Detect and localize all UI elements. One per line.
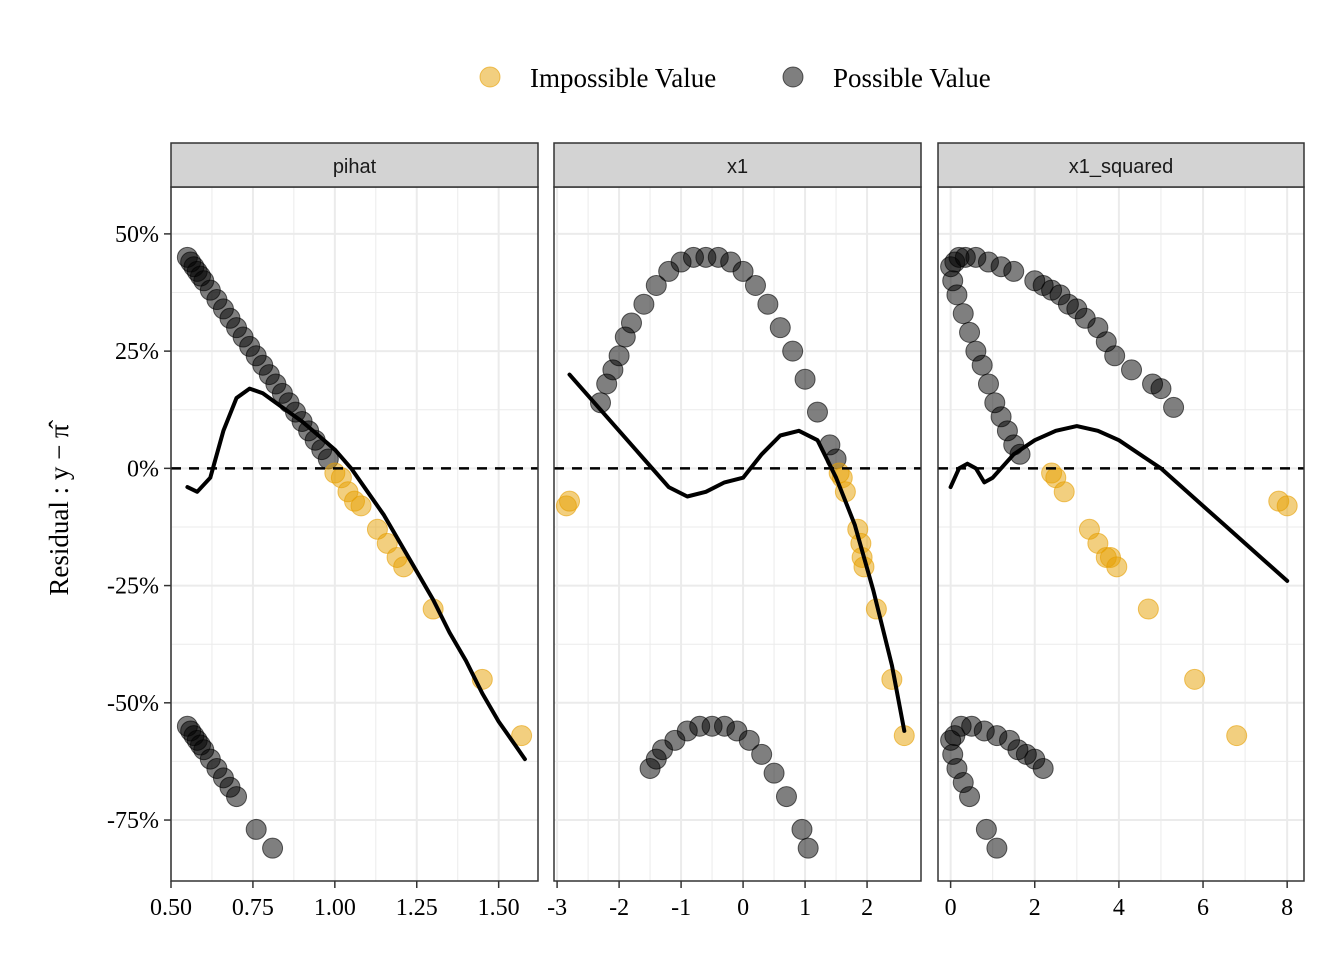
x-tick-label: 2 xyxy=(1029,895,1041,921)
possible-point xyxy=(226,786,248,808)
possible-point xyxy=(763,762,785,784)
possible-point xyxy=(245,818,267,840)
y-tick-label: -50% xyxy=(107,691,159,717)
legend-key-possible xyxy=(782,66,804,88)
possible-point xyxy=(732,260,754,282)
possible-point xyxy=(1003,260,1025,282)
facet-strip xyxy=(170,142,539,188)
y-tick-label: 25% xyxy=(115,339,159,365)
possible-point xyxy=(608,345,630,367)
facet-strip xyxy=(937,142,1305,188)
x-tick-label: 0 xyxy=(945,895,957,921)
possible-point xyxy=(794,368,816,390)
legend: Impossible Value Possible Value xyxy=(479,63,991,93)
x-tick-label: 0.75 xyxy=(232,895,274,921)
legend-key-impossible xyxy=(479,66,501,88)
possible-point xyxy=(986,837,1008,859)
possible-point xyxy=(946,284,968,306)
x-tick-label: 0 xyxy=(737,895,749,921)
facet-strip-label: x1 xyxy=(727,156,748,178)
legend-label-impossible: Impossible Value xyxy=(530,63,716,93)
y-axis-label: Residual : y − π̂ xyxy=(44,419,74,595)
impossible-point xyxy=(1137,598,1159,620)
possible-point xyxy=(782,340,804,362)
legend-label-possible: Possible Value xyxy=(833,63,991,93)
facet-strip-label: pihat xyxy=(333,156,377,178)
possible-point xyxy=(977,373,999,395)
possible-point xyxy=(797,837,819,859)
y-tick-label: -75% xyxy=(107,808,159,834)
y-tick-label: 0% xyxy=(127,456,159,482)
x-tick-label: 2 xyxy=(861,895,873,921)
impossible-point xyxy=(511,725,533,747)
panel-x1_squared: x1_squared 0 2 4 6 8 xyxy=(937,142,1305,921)
possible-point xyxy=(775,786,797,808)
possible-point xyxy=(633,293,655,315)
x-tick-label: -3 xyxy=(547,895,567,921)
possible-point xyxy=(262,837,284,859)
facet-strip xyxy=(553,142,922,188)
impossible-point xyxy=(1053,481,1075,503)
panel-background xyxy=(938,187,1304,881)
possible-point xyxy=(791,818,813,840)
x-tick-label: 4 xyxy=(1113,895,1125,921)
x-tick-label: 1.50 xyxy=(478,895,520,921)
possible-point xyxy=(744,274,766,296)
smooth-trend-line xyxy=(185,386,527,762)
possible-point xyxy=(1032,757,1054,779)
x-tick-label: -1 xyxy=(671,895,691,921)
x-tick-label: 1.25 xyxy=(396,895,438,921)
panel-x1: x1 -3 -2 -1 0 1 2 xyxy=(547,142,922,921)
possible-point xyxy=(1104,345,1126,367)
impossible-point xyxy=(1276,495,1298,517)
possible-point xyxy=(751,743,773,765)
possible-point xyxy=(1009,443,1031,465)
possible-point xyxy=(738,729,760,751)
possible-point xyxy=(1121,359,1143,381)
possible-point xyxy=(1163,396,1185,418)
possible-point xyxy=(959,321,981,343)
possible-point xyxy=(959,786,981,808)
possible-point xyxy=(975,818,997,840)
facet-strip-label: x1_squared xyxy=(1069,156,1174,178)
x-tick-label: 6 xyxy=(1197,895,1209,921)
possible-point xyxy=(1150,378,1172,400)
panel-background xyxy=(171,187,538,881)
possible-point xyxy=(757,293,779,315)
y-tick-label: -25% xyxy=(107,574,159,600)
impossible-point xyxy=(1184,668,1206,690)
x-tick-label: -2 xyxy=(609,895,629,921)
x-tick-label: 0.50 xyxy=(150,895,192,921)
impossible-point xyxy=(558,490,580,512)
x-tick-label: 8 xyxy=(1281,895,1293,921)
y-tick-label: 50% xyxy=(115,222,159,248)
smooth-trend-line xyxy=(948,424,1290,583)
possible-point xyxy=(806,401,828,423)
possible-point xyxy=(952,303,974,325)
smooth-trend-line xyxy=(567,372,907,733)
panel-pihat: pihat 0.50 0.75 1.00 1.25 1.50 xyxy=(150,142,539,921)
possible-point xyxy=(620,312,642,334)
impossible-point xyxy=(350,495,372,517)
impossible-point xyxy=(1106,556,1128,578)
y-axis: 50% 25% 0% -25% -50% -75% xyxy=(107,222,171,834)
possible-point xyxy=(769,317,791,339)
x-tick-label: 1 xyxy=(799,895,811,921)
possible-point xyxy=(645,274,667,296)
possible-point xyxy=(971,354,993,376)
impossible-point xyxy=(1226,725,1248,747)
x-tick-label: 1.00 xyxy=(314,895,356,921)
